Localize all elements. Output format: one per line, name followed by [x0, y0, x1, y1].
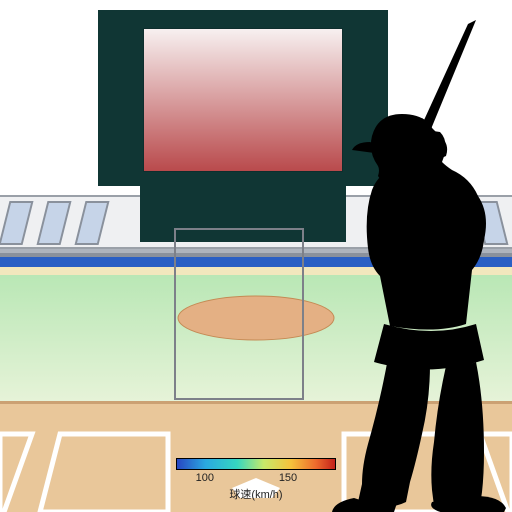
strike-zone [174, 228, 304, 400]
colorbar-label: 球速(km/h) [176, 486, 336, 502]
colorbar-tick-label: 150 [274, 472, 302, 484]
colorbar [176, 458, 336, 470]
dirt-edge [0, 401, 512, 404]
scoreboard-screen [143, 28, 343, 172]
colorbar-tick-label: 100 [191, 472, 219, 484]
